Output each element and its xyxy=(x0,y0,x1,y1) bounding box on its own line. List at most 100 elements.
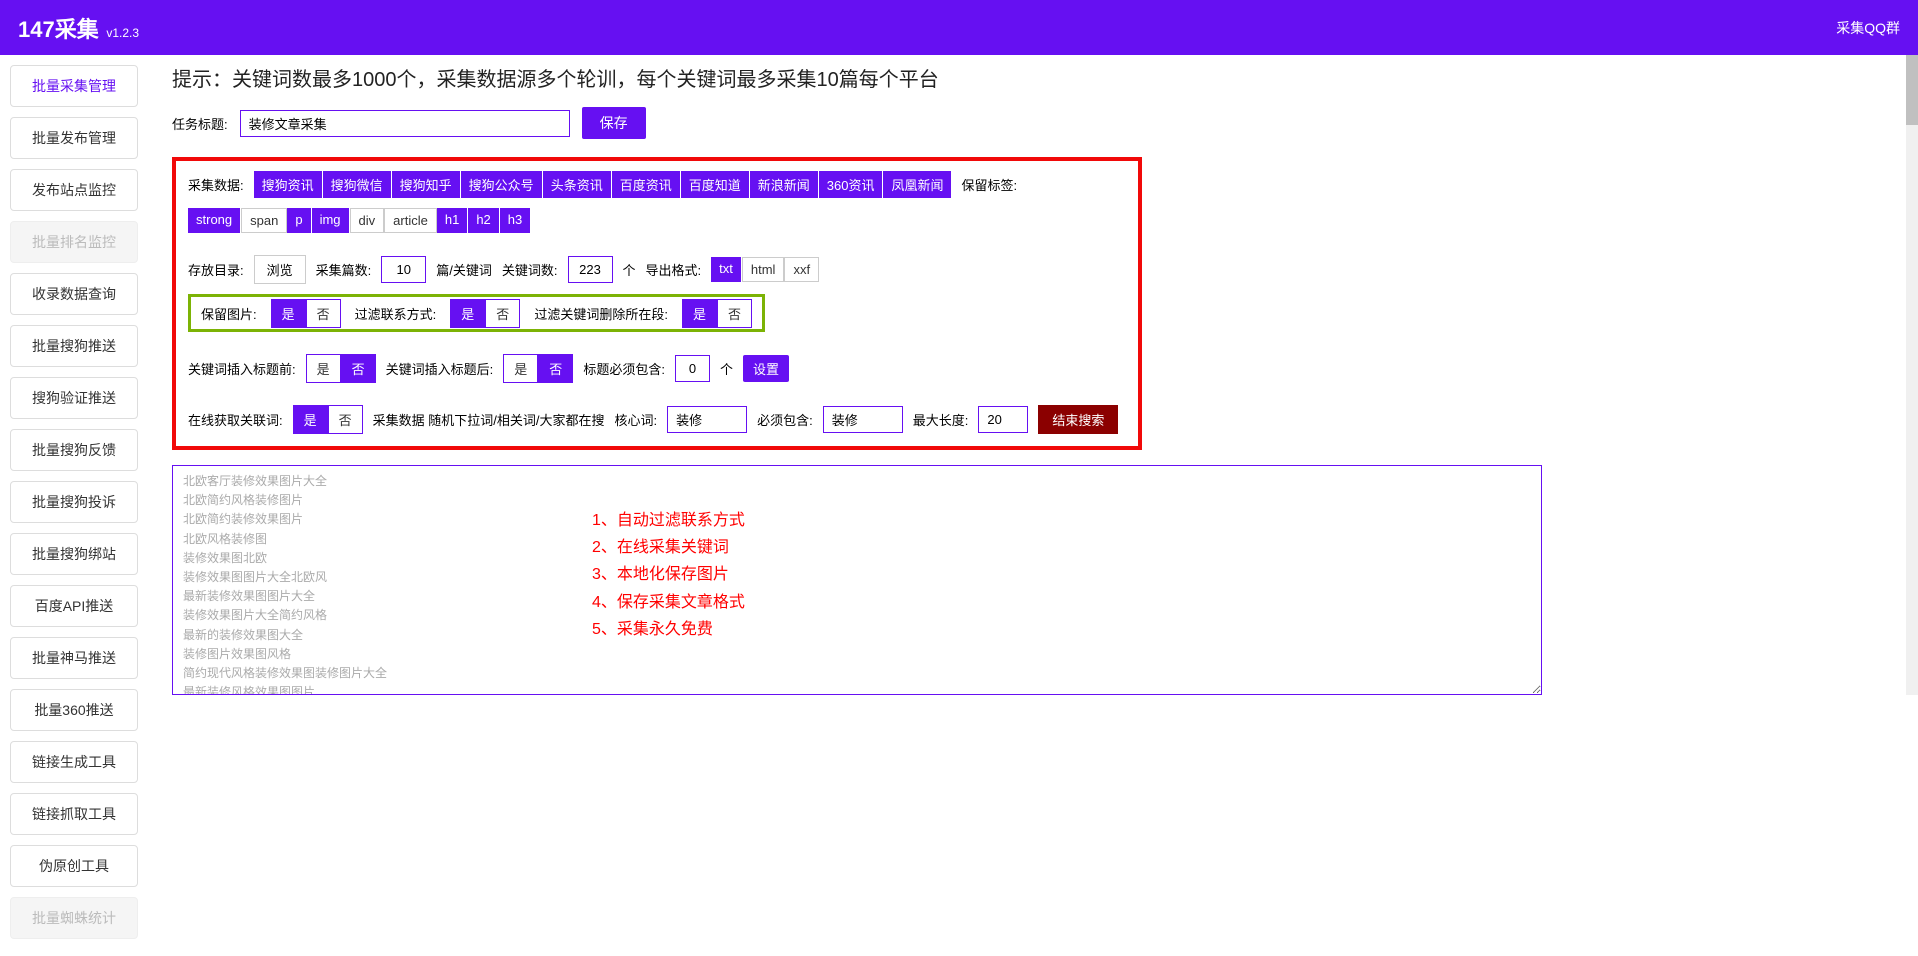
scrollbar-thumb[interactable] xyxy=(1906,55,1918,125)
keeptag-h3[interactable]: h3 xyxy=(500,208,530,233)
sidebar-item-11[interactable]: 批量神马推送 xyxy=(10,637,138,679)
keeptag-p[interactable]: p xyxy=(287,208,311,233)
fc-no[interactable]: 否 xyxy=(485,299,520,328)
title-must-unit: 个 xyxy=(720,359,733,378)
source-tag-5[interactable]: 百度资讯 xyxy=(612,171,681,198)
export-label: 导出格式: xyxy=(646,260,702,279)
sidebar-item-14[interactable]: 链接抓取工具 xyxy=(10,793,138,835)
keepimg-no[interactable]: 否 xyxy=(306,299,341,328)
end-search-button[interactable]: 结束搜索 xyxy=(1038,405,1118,434)
core-input[interactable] xyxy=(667,406,747,433)
source-tag-7[interactable]: 新浪新闻 xyxy=(750,171,819,198)
count-input[interactable] xyxy=(381,256,426,283)
sidebar-item-13[interactable]: 链接生成工具 xyxy=(10,741,138,783)
online-toggle: 是 否 xyxy=(293,405,363,434)
source-tag-8[interactable]: 360资讯 xyxy=(819,171,884,198)
source-label: 采集数据: xyxy=(188,175,244,194)
browse-button[interactable]: 浏览 xyxy=(254,255,306,284)
keywords-textarea[interactable] xyxy=(172,465,1542,695)
set-button[interactable]: 设置 xyxy=(743,355,789,382)
keeptags-group: strongspanpimgdivarticleh1h2h3 xyxy=(188,208,530,233)
sidebar: 批量采集管理批量发布管理发布站点监控批量排名监控收录数据查询批量搜狗推送搜狗验证… xyxy=(0,55,150,949)
kw-count-input[interactable] xyxy=(568,256,613,283)
insert-before-toggle: 是 否 xyxy=(306,354,376,383)
export-txt[interactable]: txt xyxy=(711,257,742,282)
keeptag-strong[interactable]: strong xyxy=(188,208,241,233)
ia-yes[interactable]: 是 xyxy=(503,354,538,383)
sidebar-item-16: 批量蜘蛛统计 xyxy=(10,897,138,939)
sidebar-item-1[interactable]: 批量发布管理 xyxy=(10,117,138,159)
source-tags: 搜狗资讯搜狗微信搜狗知乎搜狗公众号头条资讯百度资讯百度知道新浪新闻360资讯凤凰… xyxy=(254,171,952,198)
sidebar-item-8[interactable]: 批量搜狗投诉 xyxy=(10,481,138,523)
source-tag-1[interactable]: 搜狗微信 xyxy=(323,171,392,198)
keeptag-article[interactable]: article xyxy=(384,208,437,233)
filtercontact-label: 过滤联系方式: xyxy=(355,304,437,323)
sidebar-item-0[interactable]: 批量采集管理 xyxy=(10,65,138,107)
must-contain-input[interactable] xyxy=(823,406,903,433)
main-content: 提示：关键词数最多1000个，采集数据源多个轮训，每个关键词最多采集10篇每个平… xyxy=(150,55,1918,949)
keeptag-span[interactable]: span xyxy=(241,208,287,233)
export-group: txthtmlxxf xyxy=(711,257,819,282)
filterkw-label: 过滤关键词删除所在段: xyxy=(534,304,668,323)
source-tag-0[interactable]: 搜狗资讯 xyxy=(254,171,323,198)
export-xxf[interactable]: xxf xyxy=(784,257,819,282)
title-must-label: 标题必须包含: xyxy=(583,359,665,378)
content-scrollbar[interactable] xyxy=(1906,55,1918,695)
title-must-input[interactable] xyxy=(675,355,710,382)
source-tag-4[interactable]: 头条资讯 xyxy=(543,171,612,198)
kw-count-label: 关键词数: xyxy=(502,260,558,279)
kw-unit: 个 xyxy=(623,260,636,279)
app-header: 147采集 v1.2.3 采集QQ群 xyxy=(0,0,1918,55)
keeptag-h2[interactable]: h2 xyxy=(468,208,499,233)
source-tag-6[interactable]: 百度知道 xyxy=(681,171,750,198)
ib-yes[interactable]: 是 xyxy=(306,354,341,383)
insert-after-toggle: 是 否 xyxy=(503,354,573,383)
ol-yes[interactable]: 是 xyxy=(293,405,328,434)
must-contain-label: 必须包含: xyxy=(757,410,813,429)
highlight-box: 保留图片: 是 否 过滤联系方式: 是 否 过滤关键词删除所在段: 是 否 xyxy=(188,294,765,332)
sidebar-item-3: 批量排名监控 xyxy=(10,221,138,263)
keeptag-img[interactable]: img xyxy=(312,208,350,233)
fk-yes[interactable]: 是 xyxy=(682,299,717,328)
sidebar-item-9[interactable]: 批量搜狗绑站 xyxy=(10,533,138,575)
sidebar-item-4[interactable]: 收录数据查询 xyxy=(10,273,138,315)
qq-group-link[interactable]: 采集QQ群 xyxy=(1836,18,1900,38)
insert-before-label: 关键词插入标题前: xyxy=(188,359,296,378)
sidebar-item-7[interactable]: 批量搜狗反馈 xyxy=(10,429,138,471)
task-title-input[interactable] xyxy=(240,110,570,137)
sidebar-item-6[interactable]: 搜狗验证推送 xyxy=(10,377,138,419)
sidebar-item-5[interactable]: 批量搜狗推送 xyxy=(10,325,138,367)
dir-label: 存放目录: xyxy=(188,260,244,279)
config-panel: 采集数据: 搜狗资讯搜狗微信搜狗知乎搜狗公众号头条资讯百度资讯百度知道新浪新闻3… xyxy=(172,157,1142,450)
keepimg-yes[interactable]: 是 xyxy=(271,299,306,328)
sidebar-item-12[interactable]: 批量360推送 xyxy=(10,689,138,731)
insert-after-label: 关键词插入标题后: xyxy=(386,359,494,378)
keeptag-div[interactable]: div xyxy=(350,208,385,233)
ib-no[interactable]: 否 xyxy=(341,354,376,383)
save-button[interactable]: 保存 xyxy=(582,107,646,139)
keepimg-toggle: 是 否 xyxy=(271,299,341,328)
fc-yes[interactable]: 是 xyxy=(450,299,485,328)
ia-no[interactable]: 否 xyxy=(538,354,573,383)
sidebar-item-10[interactable]: 百度API推送 xyxy=(10,585,138,627)
source-tag-2[interactable]: 搜狗知乎 xyxy=(392,171,461,198)
online-note: 采集数据 随机下拉词/相关词/大家都在搜 xyxy=(373,410,605,429)
version-text: v1.2.3 xyxy=(106,26,139,40)
source-tag-3[interactable]: 搜狗公众号 xyxy=(461,171,543,198)
fk-no[interactable]: 否 xyxy=(717,299,752,328)
sidebar-item-15[interactable]: 伪原创工具 xyxy=(10,845,138,887)
count-label: 采集篇数: xyxy=(316,260,372,279)
keeptag-h1[interactable]: h1 xyxy=(437,208,468,233)
task-title-label: 任务标题: xyxy=(172,114,228,133)
filterkw-toggle: 是 否 xyxy=(682,299,752,328)
sidebar-item-2[interactable]: 发布站点监控 xyxy=(10,169,138,211)
source-tag-9[interactable]: 凤凰新闻 xyxy=(883,171,951,198)
maxlen-input[interactable] xyxy=(978,406,1028,433)
ol-no[interactable]: 否 xyxy=(328,405,363,434)
maxlen-label: 最大长度: xyxy=(913,410,969,429)
tip-text: 提示：关键词数最多1000个，采集数据源多个轮训，每个关键词最多采集10篇每个平… xyxy=(172,63,1918,92)
export-html[interactable]: html xyxy=(742,257,785,282)
count-unit: 篇/关键词 xyxy=(436,260,492,279)
keeptags-label: 保留标签: xyxy=(961,175,1017,194)
core-label: 核心词: xyxy=(615,410,658,429)
